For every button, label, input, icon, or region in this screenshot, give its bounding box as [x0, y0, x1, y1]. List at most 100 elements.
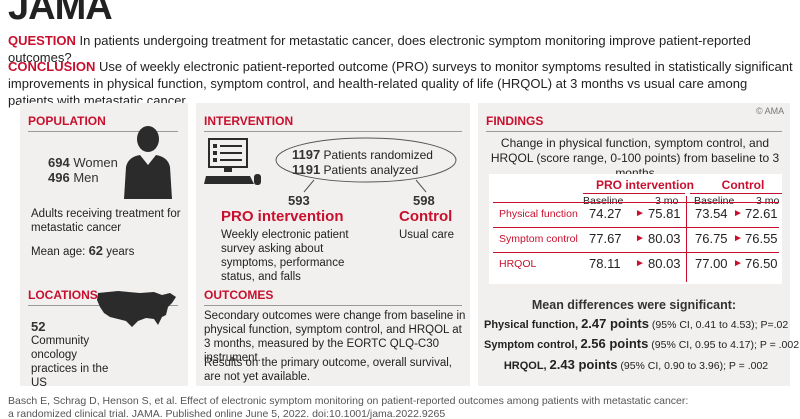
randomized-label: Patients randomized — [323, 148, 433, 162]
outcomes-text-1: Secondary outcomes were change from base… — [204, 310, 466, 364]
col-divider — [686, 196, 687, 282]
journal-logo: JAMA — [8, 0, 113, 28]
control-description: Usual care — [399, 229, 454, 241]
row-rule — [493, 252, 779, 253]
randomized-line: 1197 Patients randomized — [292, 147, 433, 162]
women-count: 694 — [48, 155, 70, 170]
population-title: POPULATION — [28, 114, 106, 128]
population-panel — [20, 103, 188, 386]
outcomes-title: OUTCOMES — [204, 288, 274, 302]
intervention-title: INTERVENTION — [204, 114, 294, 128]
locations-title: LOCATIONS — [28, 288, 98, 302]
mean-diff-line: Physical function, 2.47 points (95% CI, … — [484, 316, 788, 331]
pro-count: 593 — [288, 193, 310, 208]
pro-3mo-value: 75.81 — [648, 206, 681, 221]
mean-diff-value: 2.43 points — [549, 357, 618, 372]
arrow-icon: ► — [733, 233, 743, 244]
pro-baseline-value: 74.27 — [589, 206, 622, 221]
control-header-rule — [690, 193, 782, 194]
locations-description: Community oncology practices in the US — [31, 335, 109, 389]
pro-3mo-value: 80.03 — [648, 231, 681, 246]
findings-divider — [486, 131, 782, 132]
question-label: QUESTION — [8, 33, 76, 48]
control-baseline-value: 76.75 — [695, 231, 728, 246]
analyzed-label: Patients analyzed — [323, 163, 419, 177]
col-ctl-baseline: Baseline — [694, 195, 735, 207]
row-label: Physical function — [499, 208, 578, 220]
conclusion-text: Use of weekly electronic patient-reporte… — [8, 59, 793, 108]
mean-diff-line: Symptom control, 2.56 points (95% CI, 0.… — [484, 336, 799, 351]
mean-diff-label: Symptom control, — [484, 339, 578, 351]
mean-diff-value: 2.47 points — [581, 316, 649, 331]
computer-survey-icon — [204, 138, 261, 185]
mean-diff-line: HRQOL, 2.43 points (95% CI, 0.90 to 3.96… — [484, 357, 788, 372]
pro-baseline-value: 77.67 — [589, 231, 622, 246]
conclusion-label: CONCLUSION — [8, 59, 96, 74]
control-baseline-value: 77.00 — [695, 256, 728, 271]
population-description: Adults receiving treatment for metastati… — [31, 208, 181, 234]
arrow-icon: ► — [733, 208, 743, 219]
pro-header-rule — [583, 193, 685, 194]
row-rule — [493, 227, 779, 228]
row-label: Symptom control — [499, 233, 578, 245]
citation-line-1: Basch E, Schrag D, Henson S, et al. Effe… — [8, 395, 689, 407]
pro-title: PRO intervention — [221, 208, 344, 225]
arrow-icon: ► — [635, 258, 645, 269]
group-pro-header: PRO intervention — [595, 178, 694, 192]
branch-lines — [303, 179, 427, 193]
mean-diff-ci: (95% CI, 0.41 to 4.53); P=.02 — [651, 319, 789, 331]
group-control-header: Control — [721, 178, 765, 192]
control-count: 598 — [413, 193, 435, 208]
control-3mo-value: 72.61 — [745, 206, 778, 221]
mean-age-unit: years — [106, 246, 135, 258]
citation-line-2: a randomized clinical trial. JAMA. Publi… — [8, 408, 446, 419]
col-ctl-3mo: 3 mo — [756, 195, 780, 207]
locations-count: 52 — [31, 319, 46, 334]
pro-3mo-value: 80.03 — [648, 256, 681, 271]
question-line: QUESTION In patients undergoing treatmen… — [8, 32, 793, 66]
control-baseline-value: 73.54 — [695, 206, 728, 221]
mean-age-label: Mean age: — [31, 246, 86, 258]
arrow-icon: ► — [733, 258, 743, 269]
pro-description: Weekly electronic patient survey asking … — [221, 229, 349, 283]
question-text: In patients undergoing treatment for met… — [8, 33, 751, 65]
conclusion-line: CONCLUSION Use of weekly electronic pati… — [8, 58, 793, 109]
women-label: Women — [73, 155, 118, 170]
copyright-text: © AMA — [756, 106, 785, 116]
mean-age: Mean age: 62 years — [31, 244, 181, 259]
analyzed-count: 1191 — [292, 162, 321, 177]
population-counts: 694 Women 496 Men — [48, 155, 118, 185]
arrow-icon: ► — [635, 233, 645, 244]
mean-diff-label: Physical function, — [484, 319, 579, 331]
mean-age-value: 62 — [88, 243, 104, 258]
randomized-count: 1197 — [292, 147, 321, 162]
col-pro-3mo: 3 mo — [655, 195, 679, 207]
findings-title: FINDINGS — [486, 114, 544, 128]
outcomes-text-2: Results on the primary outcome, overall … — [204, 357, 452, 383]
mean-diff-ci: (95% CI, 0.95 to 4.17); P = .002 — [651, 339, 800, 351]
col-pro-baseline: Baseline — [583, 195, 624, 207]
control-3mo-value: 76.50 — [745, 256, 778, 271]
control-3mo-value: 76.55 — [745, 231, 778, 246]
men-count: 496 — [48, 170, 70, 185]
mean-diff-value: 2.56 points — [580, 336, 649, 351]
arrow-icon: ► — [635, 208, 645, 219]
analyzed-line: 1191 Patients analyzed — [292, 162, 418, 177]
us-map-icon — [97, 291, 176, 327]
row-label: HRQOL — [499, 258, 537, 270]
mean-diff-label: HRQOL, — [503, 360, 547, 372]
findings-table: PRO intervention Control Baseline 3 mo B… — [489, 174, 782, 284]
enrollment-oval — [275, 137, 457, 183]
control-title: Control — [399, 208, 453, 225]
intervention-divider — [204, 131, 462, 132]
pro-baseline-value: 78.11 — [589, 256, 621, 271]
mean-diff-ci: (95% CI, 0.90 to 3.96); P = .002 — [620, 360, 769, 372]
citation: Basch E, Schrag D, Henson S, et al. Effe… — [8, 395, 793, 419]
row-rule — [493, 202, 779, 203]
outcomes-divider — [204, 305, 462, 306]
person-icon — [124, 126, 172, 199]
men-label: Men — [73, 170, 99, 185]
mean-diff-title: Mean differences were significant: — [531, 298, 737, 312]
population-divider — [28, 131, 178, 132]
intervention-panel — [196, 103, 470, 386]
